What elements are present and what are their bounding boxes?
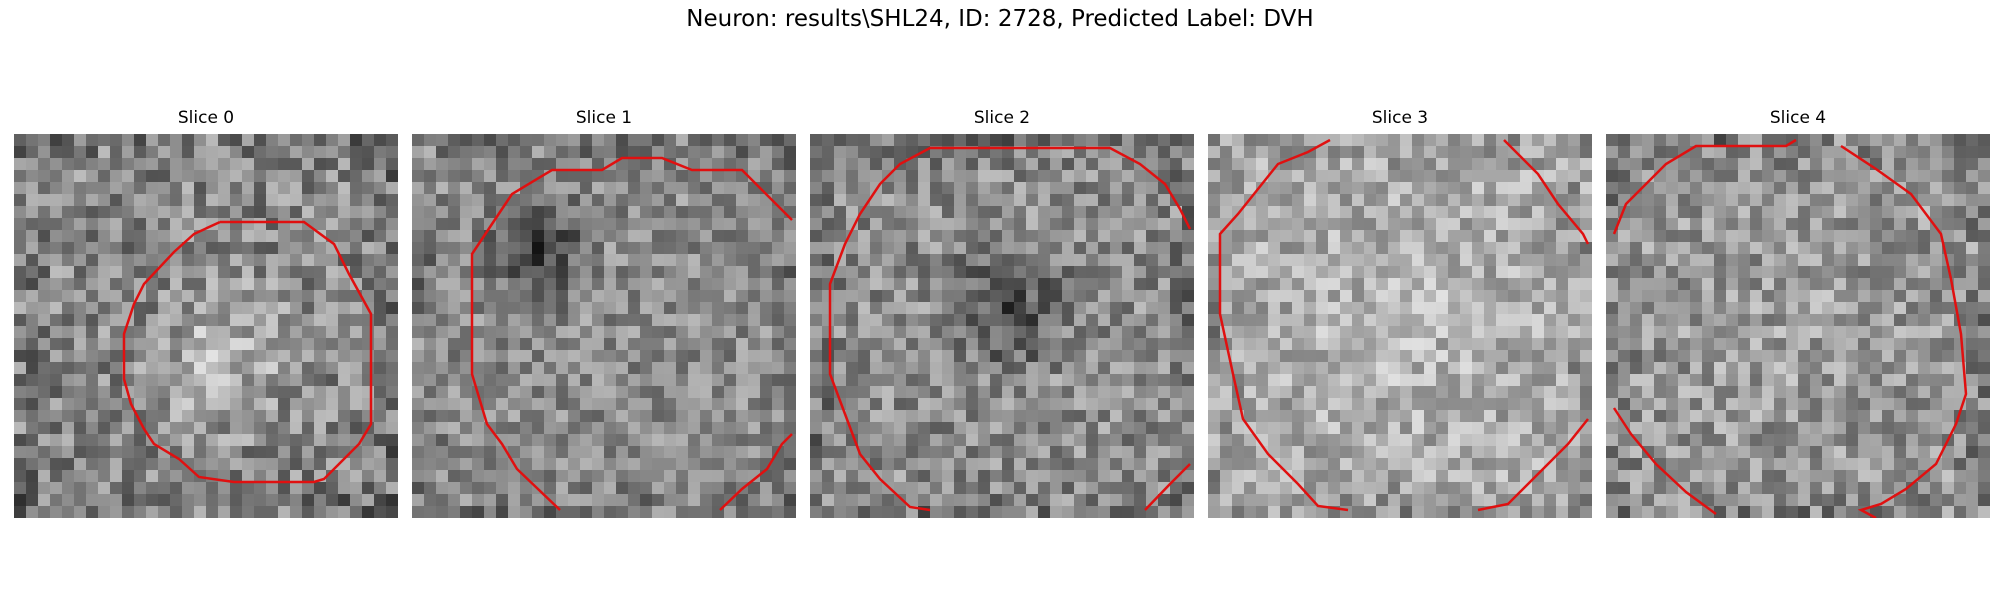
figure-title: Neuron: results\SHL24, ID: 2728, Predict…: [686, 6, 1314, 32]
slice-0-contour: [122, 220, 373, 484]
slice-1-contour-line-2: [719, 433, 793, 511]
slice-2-title: Slice 2: [973, 108, 1031, 128]
slice-0-contour-line: [122, 220, 373, 484]
slice-3-contour-line-2: [1503, 139, 1590, 245]
slice-3-image: [1208, 134, 1592, 518]
slice-1-contour-line: [470, 156, 793, 511]
slice-0-panel: [14, 134, 398, 518]
slice-4-panel: [1606, 134, 1990, 518]
slice-1-panel: [412, 134, 796, 518]
slice-3-contour-line-3: [1477, 418, 1589, 512]
slice-4-contour: [1612, 138, 1968, 518]
slice-3-panel: [1208, 134, 1592, 518]
slice-2-contour-line: [828, 146, 1192, 512]
slice-2-image: [810, 134, 1194, 518]
slice-4-title: Slice 4: [1769, 108, 1827, 128]
slice-4-contour-line-2: [1840, 144, 1968, 518]
slice-4-contour-line-3: [1612, 407, 1717, 516]
slice-0-image: [14, 134, 398, 518]
slice-1-contour: [470, 156, 793, 511]
slice-3-title: Slice 3: [1371, 108, 1429, 128]
slice-3-contour: [1218, 138, 1590, 512]
slice-0-title: Slice 0: [177, 108, 235, 128]
slice-1-image: [412, 134, 796, 518]
slice-2-panel: [810, 134, 1194, 518]
slice-1-title: Slice 1: [575, 108, 633, 128]
slice-4-contour-line: [1612, 138, 1797, 235]
slice-2-contour: [828, 146, 1192, 512]
slice-4-image: [1606, 134, 1990, 518]
slice-3-contour-line: [1218, 138, 1349, 512]
slice-2-contour-line-2: [1144, 463, 1191, 511]
